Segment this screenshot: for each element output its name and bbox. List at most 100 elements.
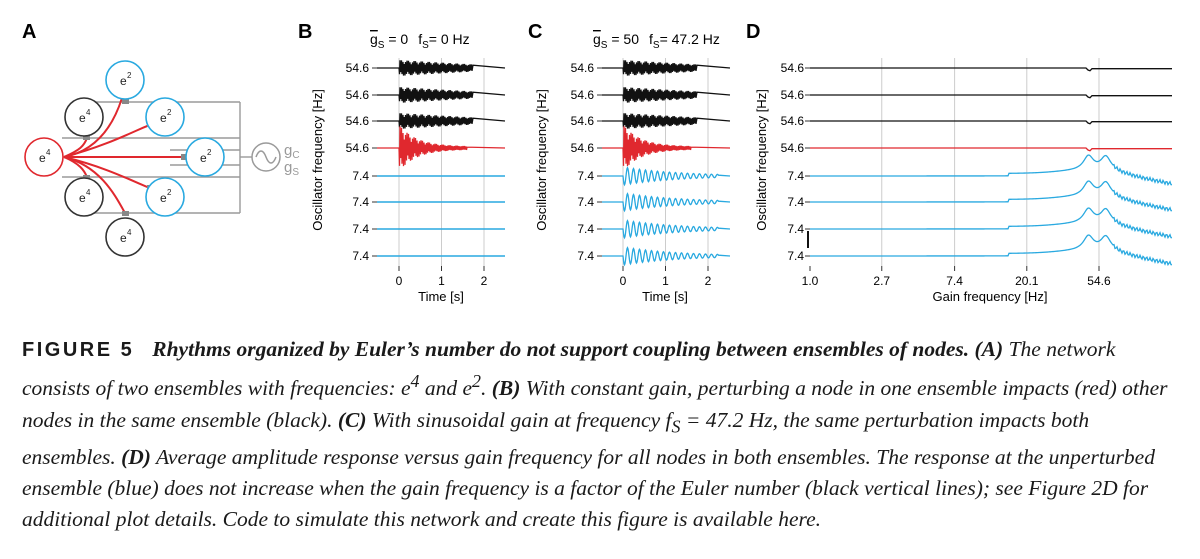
node-label: e (160, 111, 167, 125)
panel-d-ylabel: Oscillator frequency [Hz] (754, 89, 769, 231)
panel-a-network: A (22, 21, 300, 257)
x-tick-label: 0 (620, 274, 627, 288)
x-tick-label: 2 (705, 274, 712, 288)
y-tick-label: 7.4 (787, 222, 804, 236)
y-tick-label: 7.4 (577, 195, 594, 209)
caption-part-a-label: (A) (974, 337, 1004, 361)
gain-gs-label: g (284, 159, 292, 176)
caption-part-a-text3: . (481, 376, 492, 401)
response-curve (810, 180, 1173, 213)
caption-part-a-text2: and (419, 376, 463, 401)
x-tick-label: 1 (438, 274, 445, 288)
node-label: e (120, 74, 127, 88)
node-exponent: 4 (46, 148, 51, 157)
y-tick-label: 54.6 (571, 141, 595, 155)
x-tick-label: 1.0 (802, 274, 819, 288)
y-tick-label: 7.4 (352, 195, 369, 209)
panel-b-ylabel: Oscillator frequency [Hz] (310, 89, 325, 231)
trace-line (602, 113, 731, 129)
y-tick-label: 7.4 (352, 169, 369, 183)
caption-part-b-label: (B) (491, 376, 521, 401)
response-curve (810, 207, 1173, 240)
response-curve (810, 120, 1172, 125)
response-curve (810, 147, 1172, 152)
trace-line (602, 166, 731, 187)
x-tick-label: 20.1 (1015, 274, 1039, 288)
response-curve (810, 94, 1172, 99)
node-label: e (79, 191, 86, 205)
y-tick-label: 7.4 (352, 249, 369, 263)
node-exponent: 4 (86, 188, 91, 197)
panel-d-traces (810, 67, 1173, 267)
panel-d-label: D (746, 21, 760, 43)
network-nodes: e 2e 4 e 2e 4 e 2e 4 e 2e 4 (24, 60, 225, 257)
caption-e4-base: e (401, 376, 411, 401)
x-tick-label: 7.4 (946, 274, 963, 288)
svg-text:gC: gC (284, 142, 300, 161)
panel-c-title: gS = 50 fS= 47.2 Hz (593, 31, 720, 51)
caption-part-c-label: (C) (337, 407, 367, 432)
panel-c-ylabel: Oscillator frequency [Hz] (534, 89, 549, 231)
caption-part-d-label: (D) (121, 445, 151, 470)
trace-line (602, 246, 731, 267)
caption-part-c-text1: With sinusoidal gain at frequency (366, 407, 666, 432)
y-tick-label: 7.4 (787, 195, 804, 209)
y-tick-label: 54.6 (571, 88, 595, 102)
node-label: e (79, 111, 86, 125)
coupling-curves (63, 97, 184, 214)
x-tick-label: 54.6 (1087, 274, 1111, 288)
caption-e4-exp: 4 (410, 371, 420, 392)
wiring-lines (62, 98, 252, 214)
response-curve (810, 234, 1173, 267)
node-label: e (160, 191, 167, 205)
node-label: e (200, 151, 207, 165)
panel-b-chart: B gS = 0 fS= 0 Hz Oscillator frequency [H… (298, 21, 506, 304)
y-tick-label: 7.4 (577, 249, 594, 263)
y-tick-label: 54.6 (346, 114, 370, 128)
panel-d-axes: 1.0 2.7 7.4 20.1 54.6 54.6 54.6 54.6 54.6 7.4 7.4 7… (781, 58, 1111, 288)
panel-b-traces (377, 60, 506, 257)
y-tick-label: 7.4 (787, 249, 804, 263)
x-tick-label: 0 (396, 274, 403, 288)
figure-caption: FIGURE 5 Rhythms organized by Euler’s num… (22, 334, 1182, 536)
trace-line (377, 87, 506, 103)
gain-source-symbol: gC gS (251, 142, 300, 178)
response-curve (810, 154, 1173, 187)
node-label: e (39, 151, 46, 165)
gain-gc-label: g (284, 142, 292, 159)
panel-c-traces (602, 60, 731, 267)
y-tick-label: 54.6 (346, 61, 370, 75)
trace-line (377, 60, 506, 76)
svg-text:gS: gS (284, 159, 299, 178)
trace-line (377, 113, 506, 129)
caption-part-c-text2: = 47.2 Hz, the same perturbation impacts… (22, 407, 1090, 470)
panel-c-chart: C gS = 50 fS= 47.2 Hz Oscillator frequenc… (528, 21, 731, 304)
node-label: e (120, 231, 127, 245)
y-tick-label: 54.6 (346, 88, 370, 102)
x-tick-label: 2.7 (873, 274, 890, 288)
y-tick-label: 54.6 (571, 114, 595, 128)
node-exponent: 2 (127, 71, 132, 80)
trace-line (602, 87, 731, 103)
trace-line (602, 60, 731, 76)
y-tick-label: 7.4 (352, 222, 369, 236)
caption-part-b-text: With constant gain, perturbing a node in… (22, 376, 1168, 432)
panel-b-xlabel: Time [s] (418, 289, 464, 304)
node-exponent: 4 (86, 108, 91, 117)
caption-fs-base: f (665, 407, 672, 432)
trace-line (602, 126, 731, 167)
panel-a-label: A (22, 21, 36, 43)
node-exponent: 2 (167, 188, 172, 197)
y-tick-label: 54.6 (571, 61, 595, 75)
y-tick-label: 54.6 (781, 114, 805, 128)
caption-part-a-text1: The network consists of two ensembles wi… (22, 337, 1116, 401)
y-tick-label: 7.4 (577, 222, 594, 236)
trace-line (602, 192, 731, 213)
node-exponent: 2 (167, 108, 172, 117)
